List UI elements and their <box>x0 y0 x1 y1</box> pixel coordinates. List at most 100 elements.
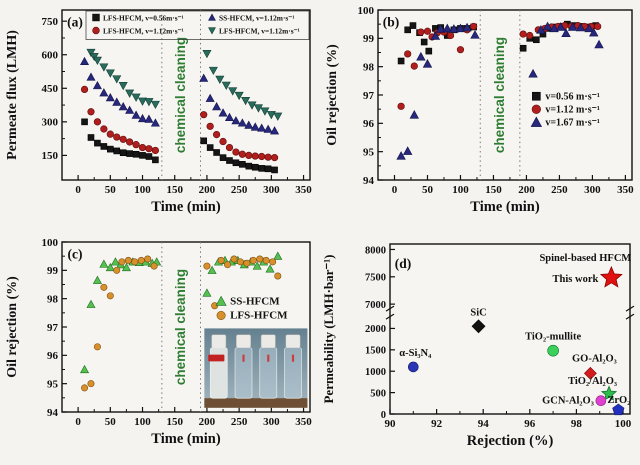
data-point <box>245 162 253 170</box>
data-point <box>231 116 241 125</box>
data-point <box>256 255 264 263</box>
labeled-point-tio-al-o-: TiO₂/Al₂O₃ <box>568 376 618 401</box>
data-point <box>213 149 220 156</box>
data-point <box>150 262 158 270</box>
data-point <box>118 82 128 91</box>
data-point <box>145 153 153 160</box>
data-point <box>87 134 95 141</box>
data-point <box>266 111 276 120</box>
labeled-point--si-n-: α-Si₃N₄ <box>399 348 432 373</box>
point-label: SiC <box>470 307 486 318</box>
y-tick-label: 7000 <box>365 300 386 311</box>
chemical-cleaning-label: chemical cleaning <box>492 37 507 153</box>
data-point <box>234 91 244 101</box>
data-point <box>410 62 418 70</box>
data-point <box>542 21 553 31</box>
data-point <box>257 123 267 132</box>
data-point <box>435 24 446 33</box>
data-point <box>144 98 154 107</box>
point-label: TiO₂/Al₂O₃ <box>568 376 617 387</box>
data-point <box>446 31 455 40</box>
y-tick-label: 95 <box>47 378 59 390</box>
x-axis-title: Time (min) <box>151 431 221 447</box>
data-point <box>595 395 607 407</box>
y-tick-label: 98 <box>47 293 59 305</box>
x-tick-label: 92 <box>431 418 443 430</box>
x-tick-label: 250 <box>231 184 248 196</box>
data-point <box>92 56 102 65</box>
legend-marker <box>531 104 541 114</box>
series-lfs-hfcm-v-1-12m-s- <box>80 85 279 162</box>
legend-label: SS-HFCM <box>230 295 280 307</box>
data-point <box>250 122 260 131</box>
data-point <box>105 69 115 78</box>
data-point <box>139 152 146 159</box>
y-tick-label: 1500 <box>365 346 386 357</box>
data-point <box>404 26 411 34</box>
data-point <box>244 120 254 129</box>
x-tick-label: 100 <box>615 418 632 430</box>
legend: SS-HFCM LFS-HFCM <box>215 295 288 322</box>
data-point <box>273 251 283 260</box>
chemical-cleaning-label: chemical cleaning <box>173 37 188 153</box>
data-point <box>408 361 419 373</box>
y-tick-label: 99 <box>47 265 59 277</box>
axis-break-mark <box>385 313 395 320</box>
vial-body <box>234 347 253 399</box>
data-point <box>113 147 121 155</box>
chart-d: 90 92 94 96 98 100 Rejection (%) 0 500 1000 1500 20… <box>321 243 635 449</box>
data-point <box>81 118 88 126</box>
data-point <box>547 344 559 357</box>
data-point <box>105 93 115 102</box>
y-tick-label: 97 <box>47 322 59 334</box>
data-point <box>125 105 135 114</box>
y-tick-label: 100 <box>358 5 375 17</box>
labeled-point-tio-mullite: TiO₂-mullite <box>525 332 581 357</box>
data-point <box>203 262 211 270</box>
legend-label: LFS-HFCM, v=1.12m·s⁻¹ <box>219 27 300 36</box>
labeled-point-zro-: ZrO₂ <box>607 395 630 416</box>
data-point <box>205 93 215 102</box>
data-point <box>132 150 140 158</box>
y-axis-title: Permeability (LMH·bar⁻¹) <box>321 254 336 403</box>
x-tick-label: 0 <box>75 416 81 428</box>
y-tick-label: 2000 <box>365 324 386 335</box>
data-point <box>417 28 425 36</box>
x-tick-label: 96 <box>524 418 536 430</box>
data-point <box>264 165 272 173</box>
x-axis-title: Rejection (%) <box>467 433 554 449</box>
vial-cap <box>236 334 251 348</box>
y-axis-title: Oil rejection (%) <box>325 44 340 146</box>
x-tick-label: 98 <box>571 418 583 430</box>
data-point <box>80 85 89 94</box>
data-point <box>252 261 262 270</box>
data-point <box>106 130 114 138</box>
data-point <box>80 364 90 374</box>
data-point <box>121 262 131 272</box>
x-tick-label: 0 <box>75 184 81 196</box>
data-point <box>404 50 412 58</box>
data-point <box>212 102 222 111</box>
plot-frame <box>377 9 633 181</box>
data-point <box>265 264 275 273</box>
data-point <box>549 23 559 33</box>
point-label: GO-Al₂O₃ <box>572 353 617 364</box>
data-point <box>87 380 95 388</box>
data-point <box>397 102 405 110</box>
legend-box <box>85 10 310 40</box>
data-point <box>456 46 465 54</box>
red-mark <box>291 354 295 362</box>
data-point <box>100 143 108 150</box>
red-mark <box>242 354 245 362</box>
data-point <box>199 73 209 82</box>
legend-label: LFS-HFCM <box>230 310 288 322</box>
legend-label: LFS-HFCM, v=1.12m·s⁻¹ <box>103 27 184 36</box>
data-point <box>100 125 108 133</box>
data-point <box>106 292 114 300</box>
data-point <box>100 283 108 291</box>
data-point <box>99 88 109 97</box>
data-point <box>86 72 96 81</box>
y-axis-title: Oil rejection (%) <box>5 276 20 378</box>
data-point <box>455 23 466 33</box>
